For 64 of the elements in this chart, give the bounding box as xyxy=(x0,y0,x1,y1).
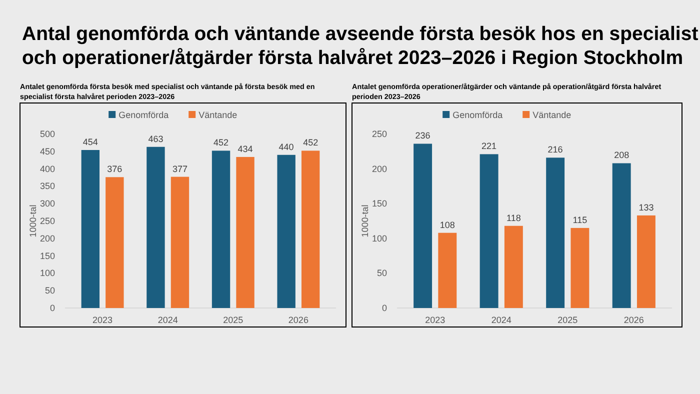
data-label: 208 xyxy=(614,150,630,160)
y-tick-label: 150 xyxy=(40,250,55,261)
bar xyxy=(236,156,254,308)
y-tick-label: 0 xyxy=(50,303,55,313)
bar xyxy=(106,177,124,308)
x-tick-label: 2024 xyxy=(491,315,512,325)
chart-title: Antal genomförda och väntande avseende första besök hos en specialist och operationer/åtgärder första halvåret 2023–2026 i Region Stockholm xyxy=(22,23,699,69)
y-tick-label: 200 xyxy=(372,164,387,174)
data-label: 434 xyxy=(238,144,253,154)
data-label: 221 xyxy=(482,141,497,152)
y-tick-label: 100 xyxy=(40,268,55,278)
x-tick-label: 2025 xyxy=(558,315,578,325)
bar xyxy=(277,154,296,308)
y-axis-title: 1000-tal xyxy=(360,204,370,238)
bar xyxy=(504,226,523,308)
data-label: 377 xyxy=(172,164,188,174)
bar xyxy=(170,176,190,308)
bar xyxy=(438,232,457,308)
bar xyxy=(212,150,230,308)
legend-label: Väntande xyxy=(532,110,572,120)
bar xyxy=(414,144,432,308)
y-tick-label: 300 xyxy=(40,198,55,209)
x-tick-label: 2024 xyxy=(158,315,178,325)
y-tick-label: 50 xyxy=(44,286,55,296)
x-tick-label: 2026 xyxy=(624,315,644,325)
data-label: 236 xyxy=(415,130,430,141)
data-label: 376 xyxy=(107,164,122,174)
data-label: 118 xyxy=(506,212,521,223)
y-tick-label: 350 xyxy=(40,181,55,192)
data-label: 108 xyxy=(440,220,455,230)
bar xyxy=(81,150,100,308)
data-label: 440 xyxy=(278,142,294,152)
legend-label: Genomförda xyxy=(452,110,503,120)
y-tick-label: 200 xyxy=(40,233,55,244)
data-label: 133 xyxy=(638,202,654,212)
y-tick-label: 250 xyxy=(40,216,55,226)
y-tick-label: 250 xyxy=(372,129,387,139)
x-tick-label: 2023 xyxy=(425,315,446,325)
data-label: 216 xyxy=(548,144,563,155)
y-tick-label: 500 xyxy=(40,129,55,139)
data-label: 454 xyxy=(82,137,98,148)
data-label: 115 xyxy=(572,214,588,225)
legend-label: Väntande xyxy=(198,110,238,120)
y-tick-label: 0 xyxy=(382,303,387,313)
x-tick-label: 2025 xyxy=(223,315,244,325)
data-label: 452 xyxy=(303,138,318,148)
bar xyxy=(146,146,165,308)
bar xyxy=(570,228,590,308)
bar xyxy=(636,215,656,308)
data-label: 463 xyxy=(148,134,164,144)
y-axis-title: 1000-tal xyxy=(28,204,38,238)
data-label: 452 xyxy=(214,138,229,148)
y-tick-label: 400 xyxy=(40,164,55,174)
y-tick-label: 450 xyxy=(40,146,55,156)
y-tick-label: 150 xyxy=(372,198,387,209)
bar xyxy=(546,158,565,308)
y-tick-label: 100 xyxy=(372,233,387,244)
x-tick-label: 2026 xyxy=(288,315,308,325)
bar xyxy=(301,150,320,308)
legend-label: Genomförda xyxy=(118,110,169,120)
x-tick-label: 2023 xyxy=(92,315,113,325)
bar xyxy=(612,163,631,308)
y-tick-label: 50 xyxy=(376,268,387,278)
bar xyxy=(480,154,498,308)
